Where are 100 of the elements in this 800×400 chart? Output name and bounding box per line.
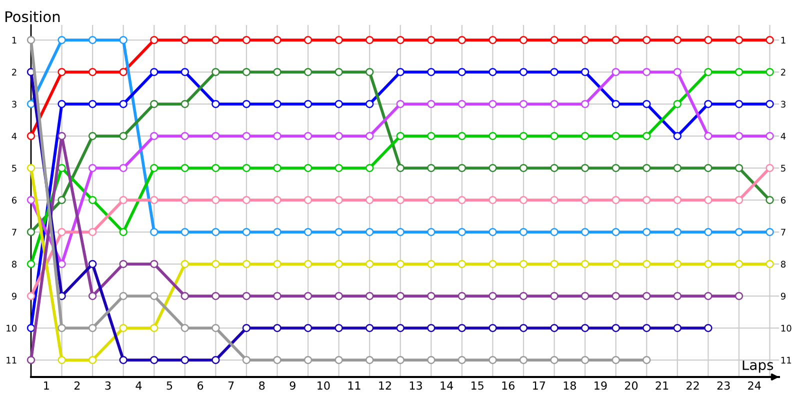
y2-tick-label: 6 [781,196,786,204]
point [642,196,651,204]
point [88,324,97,332]
point [427,100,436,108]
point [88,36,97,44]
point [58,324,66,332]
point [304,228,312,236]
point [119,164,128,172]
point [366,68,374,76]
point [488,36,497,44]
x-tick-label: 11 [348,382,360,390]
point [26,228,36,236]
point [212,260,220,268]
y-tick-label: 3 [12,100,16,108]
point [642,132,651,140]
point [58,260,66,268]
x-tick-label: 12 [379,381,391,390]
point [119,68,128,76]
point [396,132,404,140]
point [642,100,651,108]
point [734,292,744,300]
point [366,356,374,364]
point [734,196,744,204]
point [766,196,774,204]
point [704,132,712,140]
y2-tick-label: 9 [780,292,786,300]
x-tick-label: 23 [717,381,730,390]
point [119,292,128,300]
x-tick-label: 1 [44,382,49,390]
point [580,164,590,172]
point [427,132,436,140]
point [704,228,712,236]
point [150,292,158,300]
y-axis-title: Position [6,10,60,22]
point [458,356,466,364]
x-tick-label: 17 [533,382,546,390]
y2-tick-label: 7 [781,228,786,236]
y2-tick-label: 11 [781,356,792,364]
point [273,196,282,204]
point [766,228,774,236]
point [180,36,190,44]
point [212,36,220,44]
point [488,196,497,204]
point [766,36,774,44]
point [612,228,620,236]
point [704,36,712,44]
point [488,68,497,76]
point [366,292,374,300]
point [119,36,128,44]
x-tick-label: 9 [290,381,296,390]
point [550,292,558,300]
point [242,132,251,140]
point [488,292,497,300]
point [88,292,97,300]
point [704,324,712,332]
point [366,100,374,108]
point [304,324,312,332]
point [304,292,312,300]
y2-tick-label: 2 [781,68,786,76]
point [119,228,128,236]
point [458,260,466,268]
point [550,132,558,140]
point [427,196,436,204]
x-tick-label: 2 [74,381,80,390]
x-tick-label: 15 [471,382,484,390]
point [58,36,66,44]
point [58,196,66,204]
x-tick-label: 21 [656,381,668,390]
point [673,228,682,236]
point [580,36,590,44]
point [26,356,36,364]
point [273,164,282,172]
point [519,132,528,140]
point [242,356,251,364]
point [88,100,97,108]
point [366,132,374,140]
point [766,100,774,108]
point [88,164,97,172]
point [180,292,190,300]
point [26,132,36,140]
point [88,196,97,204]
point [458,292,466,300]
point [612,132,620,140]
point [458,68,466,76]
point [58,100,66,108]
point [242,228,251,236]
point [366,324,374,332]
y-tick-label: 1 [12,36,16,44]
x-tick-label: 6 [198,381,204,390]
point [550,228,558,236]
point [519,356,528,364]
x-tick-label: 13 [410,381,422,390]
point [550,356,558,364]
y-tick-label: 4 [12,132,17,140]
point [119,356,128,364]
point [734,228,744,236]
point [150,164,158,172]
point [673,324,682,332]
point [150,68,158,76]
point [612,356,620,364]
